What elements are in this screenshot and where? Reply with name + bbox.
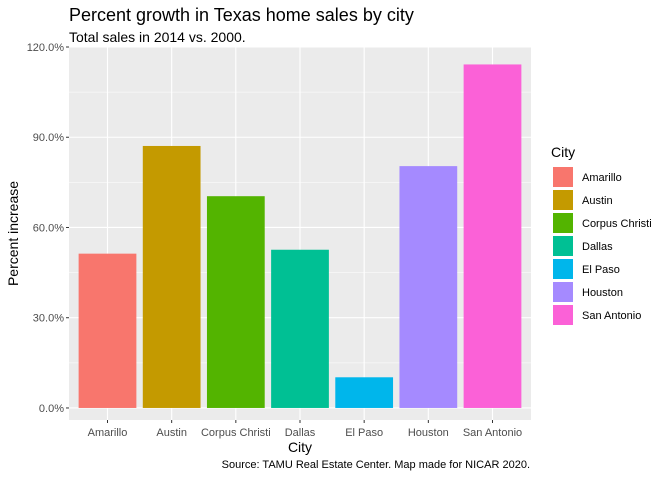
chart-caption: Source: TAMU Real Estate Center. Map mad… — [221, 459, 530, 471]
x-tick-label: Austin — [156, 427, 187, 439]
x-tick-label: Dallas — [285, 427, 316, 439]
bars — [78, 64, 522, 408]
bar-corpus-christi — [206, 196, 265, 408]
y-tick-label: 0.0% — [39, 403, 64, 415]
legend-label: El Paso — [582, 264, 620, 276]
legend-key — [553, 167, 573, 187]
y-tick-label: 90.0% — [33, 132, 64, 144]
legend-label: Houston — [582, 287, 623, 299]
legend: City Amarillo Austin Corpus Christi Dallas E… — [551, 144, 652, 325]
x-tick-label: Houston — [408, 427, 449, 439]
legend-label: Corpus Christi — [582, 218, 652, 230]
legend-label: Dallas — [582, 241, 613, 253]
bar-dallas — [271, 249, 329, 408]
chart-title: Percent growth in Texas home sales by ci… — [69, 5, 414, 25]
legend-label: Austin — [582, 195, 613, 207]
y-axis-ticks: 0.0% 30.0% 60.0% 90.0% 120.0% — [27, 42, 69, 415]
bar-amarillo — [78, 253, 137, 408]
chart-subtitle: Total sales in 2014 vs. 2000. — [69, 29, 246, 45]
bar-san-antonio — [463, 64, 522, 408]
legend-label: San Antonio — [582, 310, 641, 322]
bar-austin — [142, 145, 201, 408]
legend-key — [553, 213, 573, 233]
x-tick-label: Amarillo — [88, 427, 128, 439]
y-tick-label: 30.0% — [33, 313, 64, 325]
legend-key — [553, 305, 573, 325]
y-tick-label: 120.0% — [27, 42, 65, 54]
legend-key — [553, 236, 573, 256]
legend-key — [553, 282, 573, 302]
x-axis-ticks: Amarillo Austin Corpus Christi Dallas El Pas… — [88, 420, 522, 439]
y-axis-title: Percent increase — [5, 181, 21, 286]
bar-houston — [399, 166, 458, 408]
x-axis-title: City — [288, 439, 312, 455]
legend-key — [553, 259, 573, 279]
y-tick-label: 60.0% — [33, 222, 64, 234]
legend-title: City — [551, 144, 575, 160]
x-tick-label: El Paso — [345, 427, 383, 439]
legend-key — [553, 190, 573, 210]
x-tick-label: San Antonio — [463, 427, 522, 439]
bar-el-paso — [335, 377, 394, 408]
x-tick-label: Corpus Christi — [201, 427, 271, 439]
legend-label: Amarillo — [582, 172, 622, 184]
